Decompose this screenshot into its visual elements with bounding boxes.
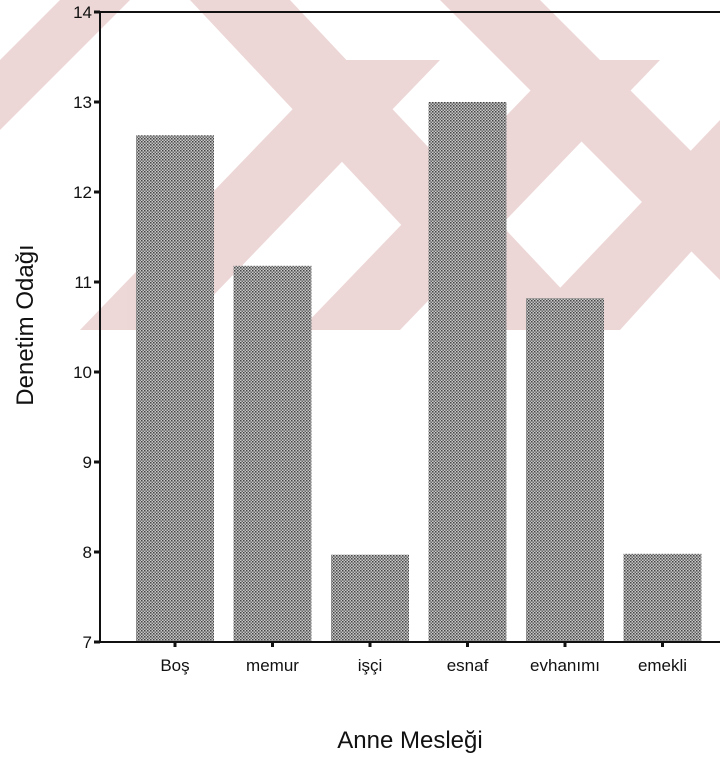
bar <box>136 135 214 643</box>
x-tick-label: emekli <box>638 656 687 675</box>
x-tick-label: işçi <box>358 656 383 675</box>
x-tick-label: evhanımı <box>530 656 600 675</box>
bar <box>526 298 604 642</box>
bar <box>233 265 312 642</box>
y-tick-label: 11 <box>74 273 92 292</box>
x-tick-label: esnaf <box>447 656 489 675</box>
y-tick-label: 12 <box>73 183 92 202</box>
y-tick-label: 13 <box>73 93 92 112</box>
y-tick-label: 7 <box>83 633 92 652</box>
y-tick-label: 9 <box>83 453 92 472</box>
bar <box>623 553 702 642</box>
bar <box>331 554 409 642</box>
watermark-logo <box>0 0 720 330</box>
x-axis-title: Anne Mesleği <box>337 727 482 754</box>
y-axis-title: Denetim Odağı <box>12 244 39 405</box>
plot-area: Boş memur işçi esnaf evhanımı emekli 7 8 9 10 11 12… <box>73 3 720 675</box>
y-tick-label: 10 <box>73 363 92 382</box>
x-tick-label: Boş <box>160 656 189 675</box>
y-tick-label: 14 <box>73 3 92 22</box>
y-tick-label: 8 <box>83 543 92 562</box>
bar <box>428 102 507 642</box>
x-tick-label: memur <box>246 656 299 675</box>
